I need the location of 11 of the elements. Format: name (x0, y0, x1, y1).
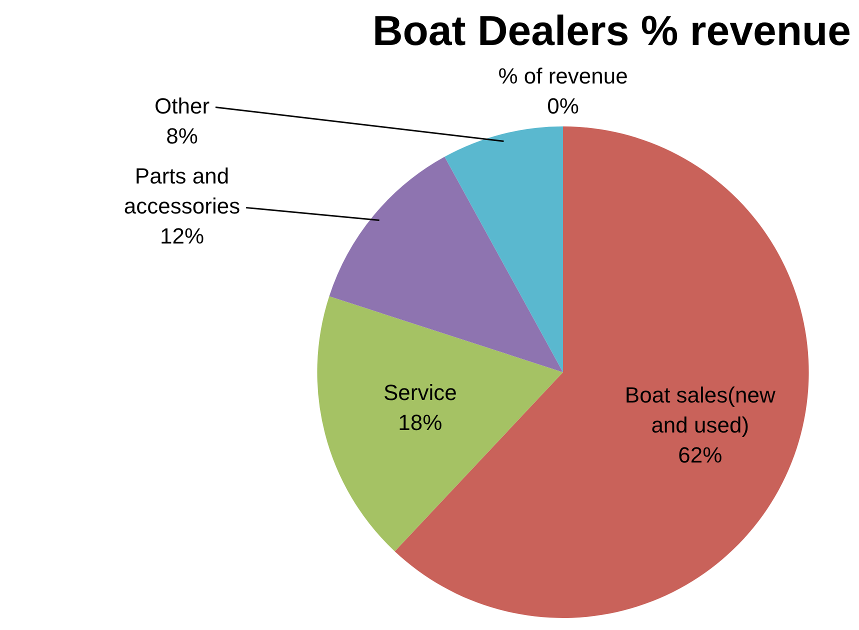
slice-label: Boat sales(new and used) (624, 382, 776, 438)
data-label: 8% (166, 123, 198, 148)
data-label: 12% (160, 224, 204, 249)
text: 0% (547, 93, 579, 118)
data-label: 18% (398, 410, 442, 435)
category-label: % of revenue (498, 63, 628, 88)
chart-title: Boat Dealers % revenue (372, 6, 851, 54)
slice-label: Parts and accessories (124, 164, 240, 219)
slice-label: Service (383, 380, 457, 405)
slice-label: Other (154, 93, 210, 118)
data-label: 62% (678, 442, 722, 468)
